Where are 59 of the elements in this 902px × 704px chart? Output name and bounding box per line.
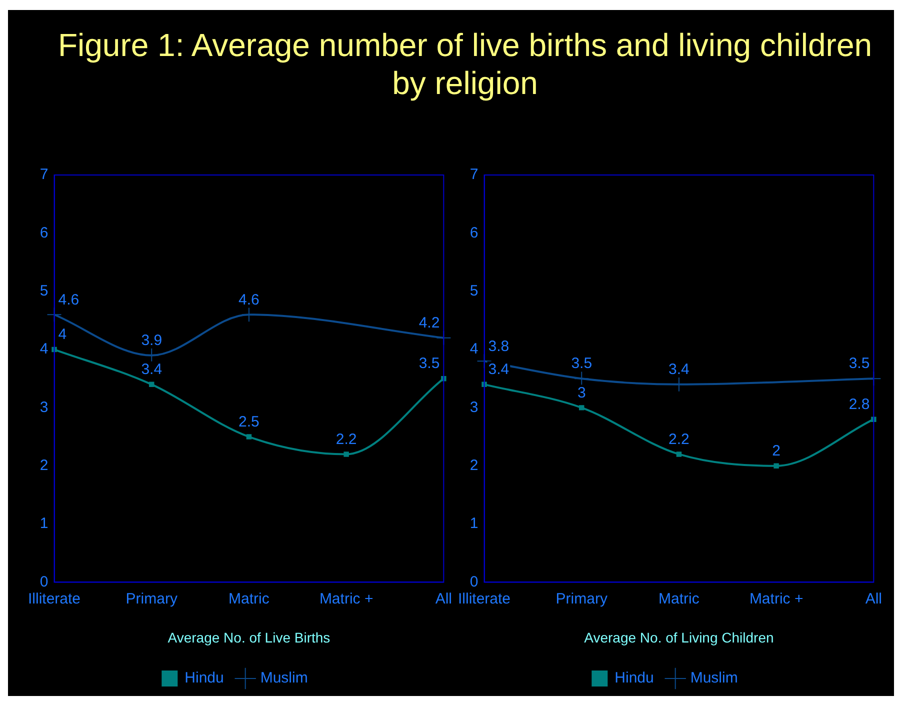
point (774, 463, 779, 468)
data-label: 4.6 (238, 291, 260, 308)
x-axis-title: Average No. of Living Children (584, 629, 774, 646)
legend-label: Hindu (184, 670, 224, 687)
x-tick-label: All (435, 590, 452, 608)
y-tick-label: 0 (470, 573, 478, 590)
data-label: 4 (58, 326, 67, 344)
data-label: 3 (577, 384, 586, 402)
x-tick-label: Matric (658, 590, 700, 608)
x-tick-label: Primary (126, 590, 178, 608)
data-label: 3.4 (488, 361, 510, 378)
legend-label: Muslim (690, 670, 738, 687)
data-label: 3.9 (141, 332, 162, 349)
y-tick-label: 7 (470, 166, 478, 184)
data-label: 4.6 (58, 291, 80, 308)
y-tick-label: 6 (470, 224, 478, 242)
y-tick-label: 2 (40, 457, 48, 474)
legend-label: Muslim (260, 670, 308, 687)
point (148, 382, 154, 388)
point (676, 452, 682, 457)
data-label: 3.4 (668, 361, 690, 378)
y-tick-label: 1 (470, 515, 478, 532)
data-label: 3.8 (488, 338, 510, 355)
y-tick-label: 5 (470, 282, 478, 300)
data-label: 2.2 (668, 430, 690, 448)
data-label: 2.8 (848, 396, 870, 413)
data-label: 3.5 (418, 355, 440, 372)
x-axis-title: Average No. of Live Births (168, 629, 330, 646)
point (871, 416, 876, 422)
y-tick-label: 4 (470, 340, 478, 358)
y-tick-label: 3 (40, 398, 48, 416)
legend-label: Hindu (614, 670, 654, 687)
y-tick-label: 6 (40, 224, 48, 242)
point (246, 434, 252, 440)
x-tick-label: Illiterate (28, 590, 81, 608)
y-tick-label: 0 (40, 573, 48, 590)
point (344, 452, 349, 457)
x-tick-label: Matric (228, 590, 270, 608)
y-tick-label: 2 (470, 457, 478, 474)
point (578, 405, 584, 410)
data-label: 2 (772, 442, 780, 460)
point (574, 371, 590, 386)
data-label: 3.4 (141, 361, 162, 378)
data-label: 4.2 (418, 314, 440, 332)
x-tick-label: All (865, 590, 882, 608)
y-tick-label: 3 (470, 398, 478, 416)
y-tick-label: 1 (40, 515, 48, 532)
y-tick-label: 5 (40, 282, 48, 300)
y-tick-label: 4 (40, 340, 48, 358)
x-tick-label: Primary (556, 590, 608, 608)
data-label: 3.5 (571, 355, 592, 372)
data-label: 2.5 (238, 413, 260, 430)
data-label: 2.2 (336, 430, 357, 448)
x-tick-label: Illiterate (458, 590, 511, 608)
x-tick-label: Matric + (319, 590, 374, 608)
y-tick-label: 7 (40, 166, 48, 184)
chart-title: Figure 1: Average number of live births and living children by religion (56, 26, 874, 102)
x-tick-label: Matric + (749, 590, 804, 608)
data-label: 3.5 (848, 355, 870, 372)
